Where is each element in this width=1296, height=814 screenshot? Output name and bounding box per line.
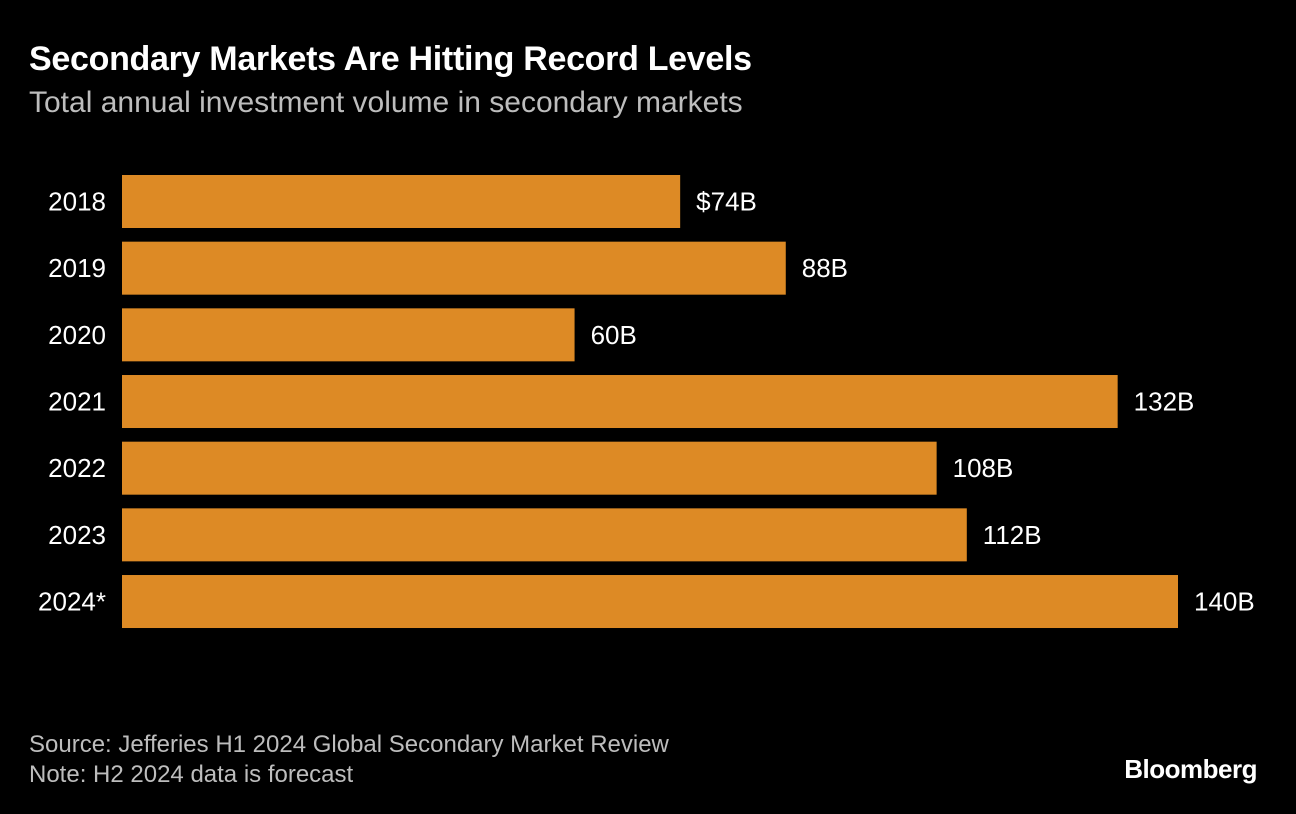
bar-group-2023: 2023 112B [48, 508, 1042, 562]
chart-title: Secondary Markets Are Hitting Record Lev… [29, 40, 752, 78]
forecast-note: Note: H2 2024 data is forecast [29, 761, 354, 788]
data-label: $74B [696, 187, 757, 217]
data-label: 140B [1194, 587, 1255, 617]
bar [122, 308, 575, 362]
category-label: 2018 [48, 187, 106, 217]
category-label: 2022 [48, 453, 106, 483]
bar [122, 508, 967, 562]
data-label: 88B [802, 253, 848, 283]
data-label: 60B [591, 320, 637, 350]
bar-group-2021: 2021 132B [48, 375, 1195, 429]
data-label: 108B [953, 453, 1014, 483]
category-label: 2024* [38, 587, 106, 617]
category-label: 2019 [48, 253, 106, 283]
bloomberg-logo: Bloomberg [1124, 754, 1257, 784]
category-label: 2021 [48, 387, 106, 417]
data-label: 112B [983, 520, 1042, 550]
chart-subtitle: Total annual investment volume in second… [29, 86, 743, 119]
bar-group-2022: 2022 108B [48, 441, 1014, 495]
category-label: 2023 [48, 520, 106, 550]
bar [122, 241, 786, 295]
category-label: 2020 [48, 320, 106, 350]
bar-group-2020: 2020 60B [48, 308, 637, 362]
bar-group-2024: 2024* 140B [38, 575, 1255, 629]
source-note: Source: Jefferies H1 2024 Global Seconda… [29, 731, 669, 758]
data-label: 132B [1134, 387, 1195, 417]
bar [122, 441, 937, 495]
bar [122, 175, 681, 228]
bar-group-2018: 2018 $74B [48, 175, 757, 228]
bar [122, 575, 1178, 629]
bar [122, 375, 1118, 429]
chart-footer: Source: Jefferies H1 2024 Global Seconda… [29, 730, 669, 790]
bar-group-2019: 2019 88B [48, 241, 848, 295]
